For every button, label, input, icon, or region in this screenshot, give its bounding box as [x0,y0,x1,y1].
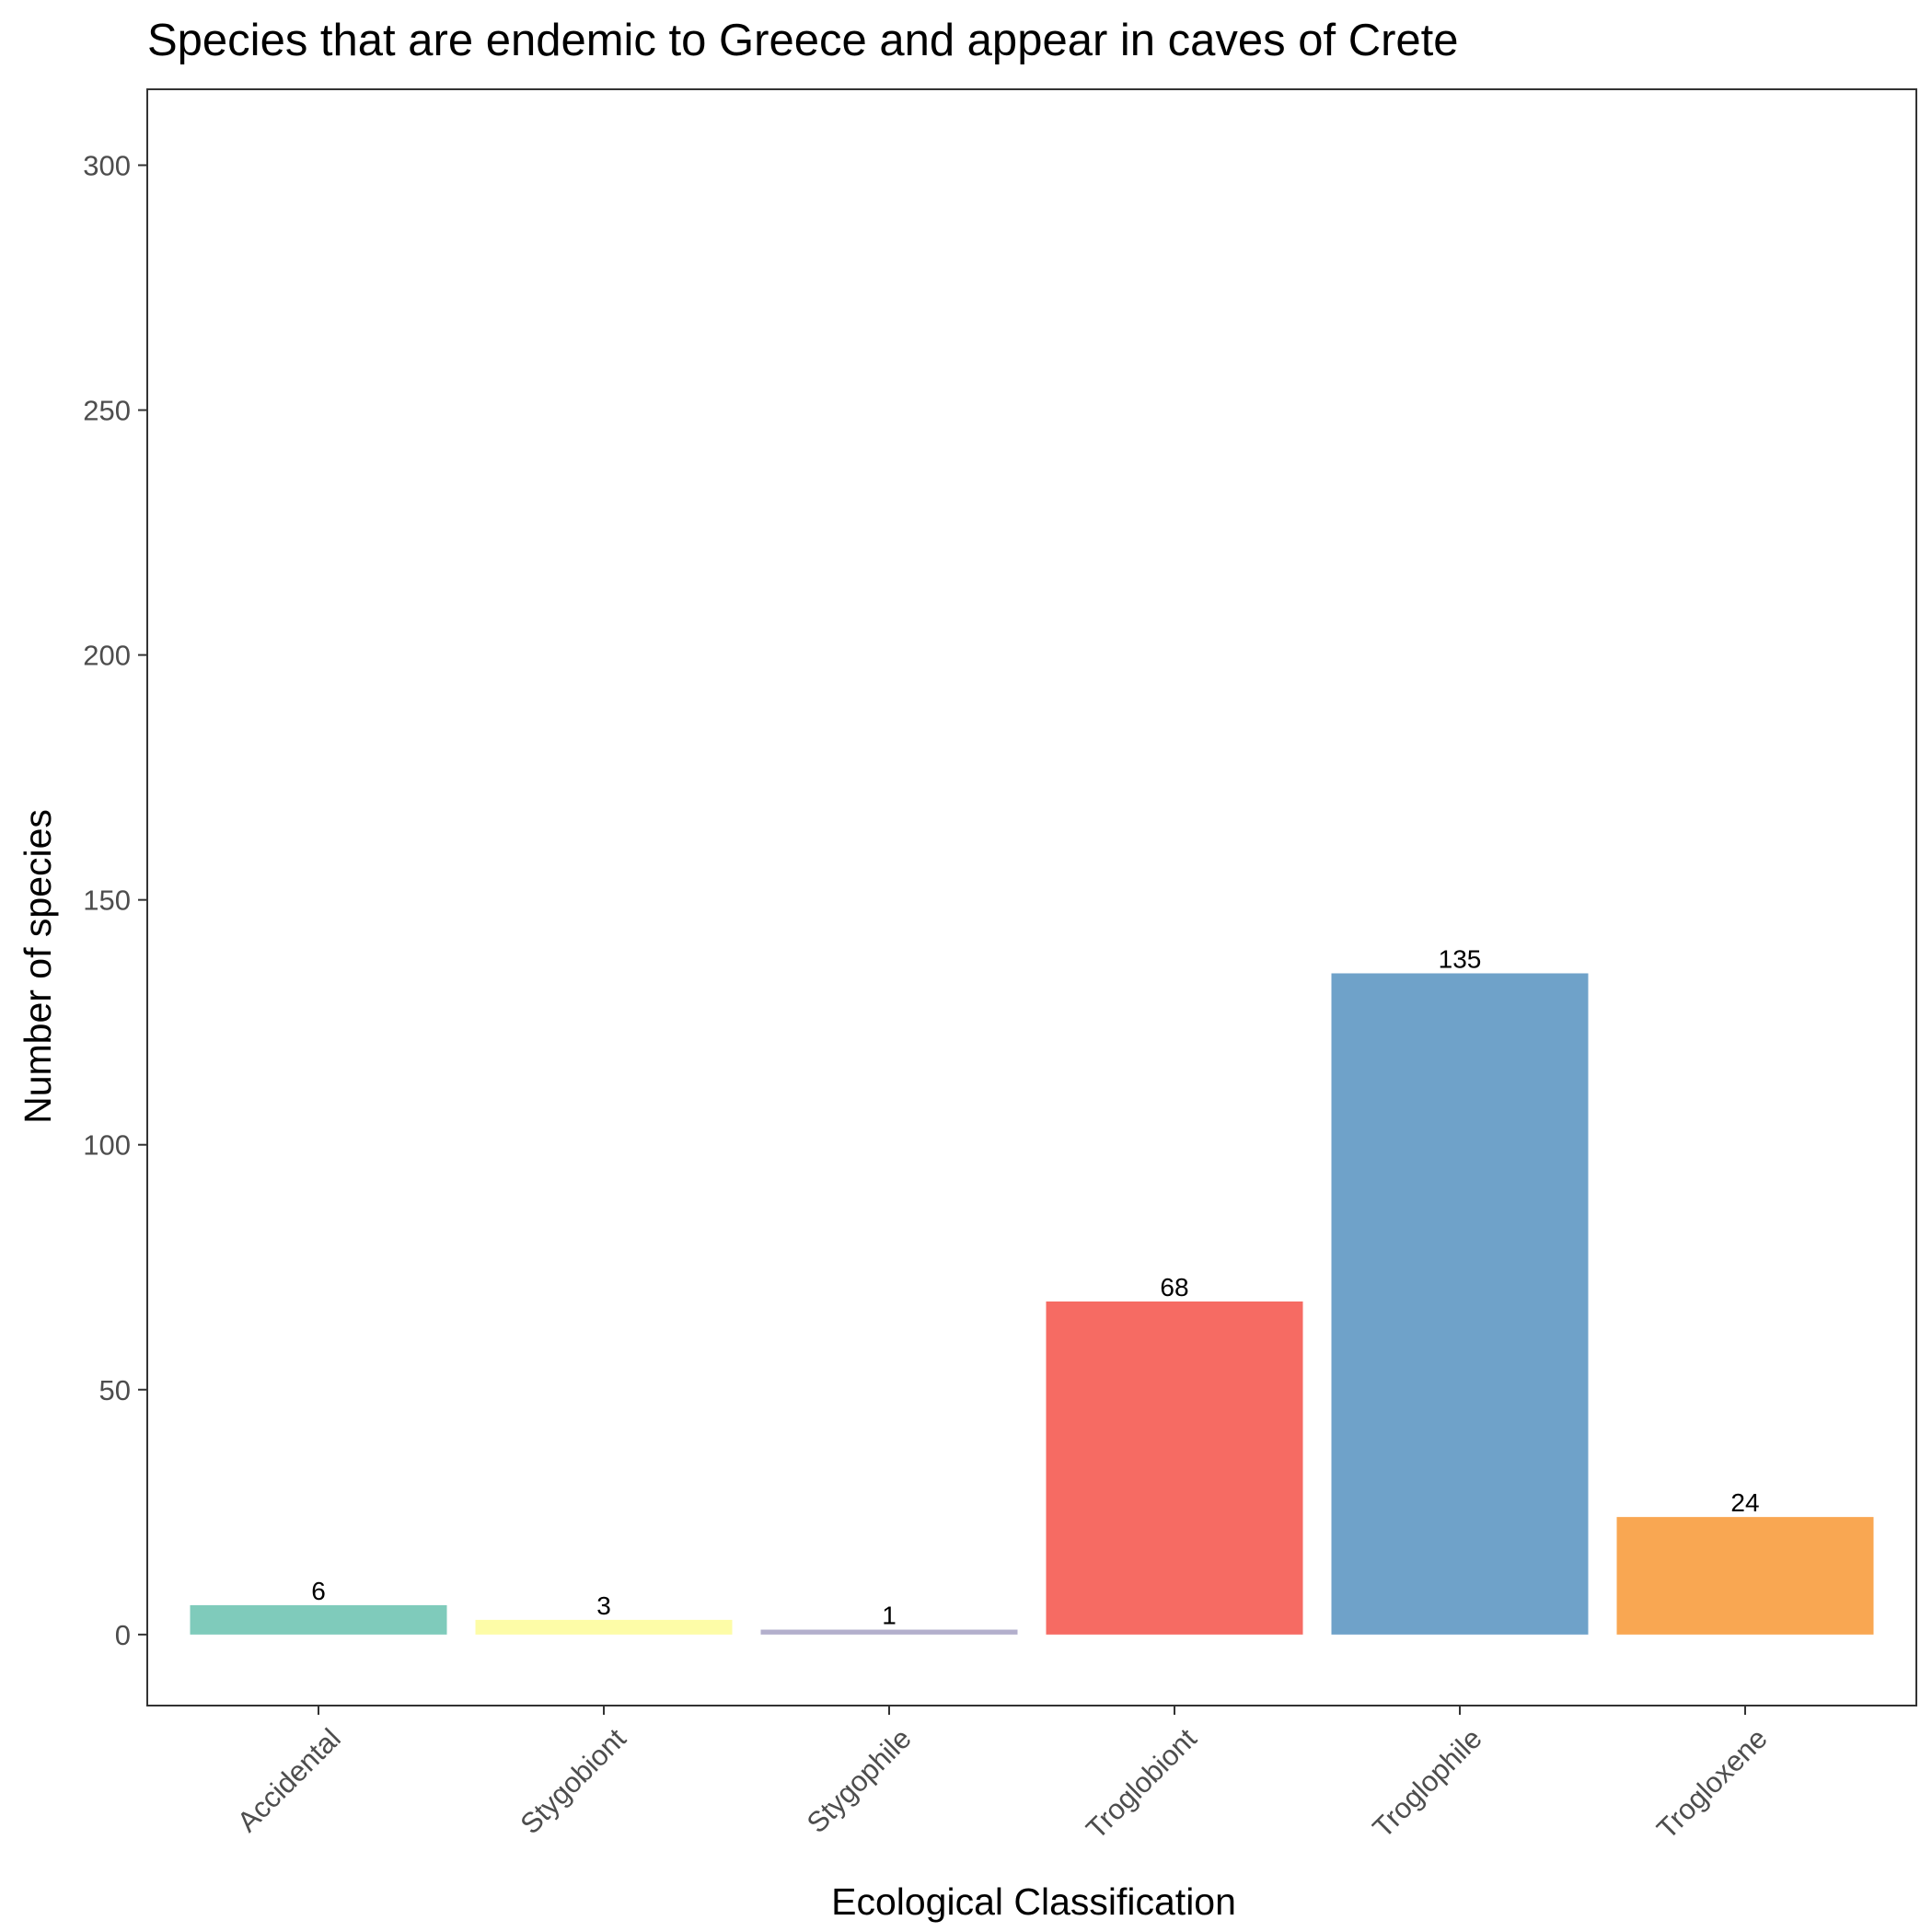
x-tick-label-troglophile: Troglophile [1366,1722,1487,1844]
y-axis: 0 50 100 150 200 250 300 [83,149,147,1651]
y-tick-label-200: 200 [83,640,131,672]
y-tick-label-300: 300 [83,149,131,181]
data-label-stygophile: 1 [882,1602,897,1630]
x-tick-label-accidental: Accidental [231,1722,347,1838]
x-tick-label-trogloxene: Trogloxene [1650,1722,1774,1845]
bar-accidental [190,1604,447,1635]
x-tick-label-stygophile: Stygophile [801,1722,918,1839]
data-label-troglobiont: 68 [1160,1273,1188,1301]
data-label-stygobiont: 3 [596,1591,611,1620]
data-label-trogloxene: 24 [1730,1488,1759,1517]
bar-stygobiont [475,1619,733,1635]
y-tick-label-50: 50 [99,1374,131,1406]
chart-title: Species that are endemic to Greece and a… [147,16,1459,65]
y-tick-label-250: 250 [83,395,131,427]
data-label-accidental: 6 [311,1577,326,1605]
bar-troglophile [1331,973,1589,1635]
y-tick-label-150: 150 [83,885,131,917]
bar-stygophile [760,1629,1018,1635]
x-tick-label-troglobiont: Troglobiont [1080,1722,1203,1845]
bar-troglobiont [1046,1301,1303,1635]
x-tick-label-stygobiont: Stygobiont [514,1722,632,1841]
bar-trogloxene [1616,1517,1874,1635]
plot-panel-border [146,88,1917,1706]
x-axis: Accidental Stygobiont Stygophile Troglobion… [231,1706,1774,1845]
bars-layer [190,973,1874,1635]
data-labels-layer: 6 3 1 68 135 24 [311,944,1759,1629]
data-label-troglophile: 135 [1439,944,1482,973]
y-tick-label-0: 0 [115,1619,131,1651]
x-axis-title: Ecological Classification [831,1880,1236,1923]
y-axis-title: Number of species [17,809,59,1124]
y-tick-label-100: 100 [83,1129,131,1162]
